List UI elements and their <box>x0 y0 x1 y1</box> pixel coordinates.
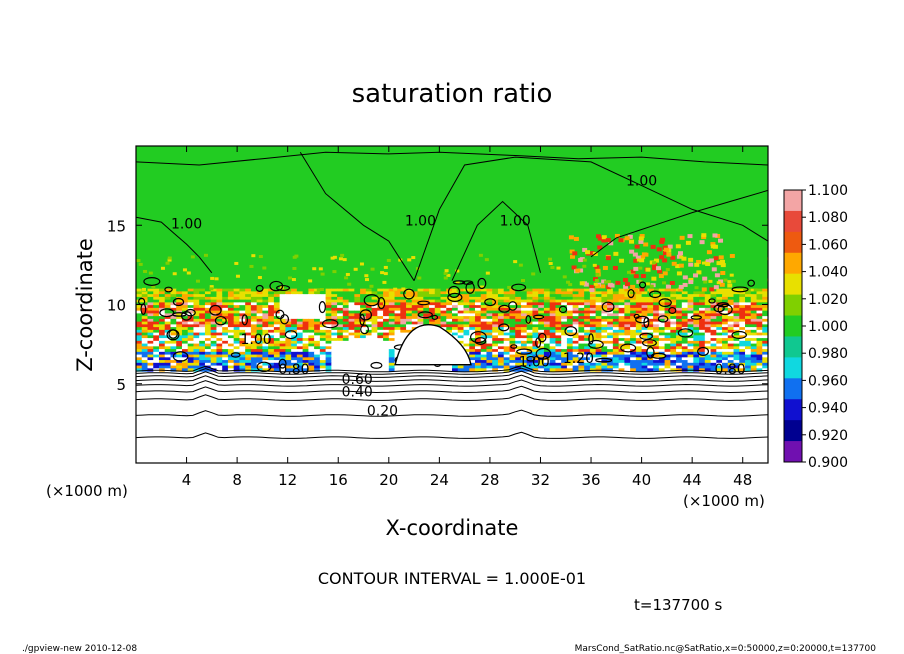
colorbar-label: 1.040 <box>808 265 848 281</box>
contour-labels: 0.20 0.400.60 0.80 0.80 1.00 1.00 1.20 1.00 1.00… <box>171 174 746 420</box>
y-tick-label: 10 <box>107 297 126 315</box>
x-tick-label: 16 <box>329 471 348 489</box>
x-tick-label: 8 <box>232 471 242 489</box>
colorbar-swatch <box>784 336 802 358</box>
colorbar-label: 1.000 <box>808 319 848 335</box>
x-tick-label: 40 <box>632 471 651 489</box>
colorbar-swatch <box>784 357 802 379</box>
y-axis: 5 10 15 <box>107 217 768 394</box>
contour-label: 1.20 <box>563 351 594 367</box>
contour-label: 1.00 <box>171 216 202 232</box>
colorbar-label: 0.980 <box>808 346 848 362</box>
x-axis: 4 8 12 16 20 24 28 32 36 40 44 48 <box>182 146 752 489</box>
colorbar-swatch <box>784 190 802 212</box>
colorbar-swatch <box>784 441 802 463</box>
colorbar-swatch <box>784 273 802 296</box>
contour-label: 0.40 <box>342 384 373 400</box>
contour-label: 0.80 <box>714 362 745 378</box>
colorbar-swatch <box>784 294 802 317</box>
x-tick-label: 12 <box>278 471 297 489</box>
contour-label: 1.00 <box>405 213 436 229</box>
colorbar-swatch <box>784 210 802 233</box>
colorbar-label: 0.940 <box>808 401 848 417</box>
contour-label: 0.60 <box>342 372 373 388</box>
colorbar-label: 0.900 <box>808 455 848 471</box>
contour-interval-text: CONTOUR INTERVAL = 1.000E-01 <box>318 569 586 588</box>
colorbar-label: 1.100 <box>808 183 848 199</box>
chart-title: saturation ratio <box>352 79 553 109</box>
colorbar-swatch <box>784 420 802 442</box>
x-axis-label: X-coordinate <box>386 516 519 540</box>
x-tick-label: 36 <box>581 471 600 489</box>
contour-label: 1.00 <box>500 213 531 229</box>
y-axis-label: Z-coordinate <box>73 238 97 372</box>
x-tick-label: 28 <box>480 471 499 489</box>
x-tick-label: 4 <box>182 471 192 489</box>
y-tick-label: 15 <box>107 217 126 235</box>
y-tick-label: 5 <box>116 376 126 394</box>
x-tick-label: 48 <box>733 471 752 489</box>
colorbar-label: 0.960 <box>808 373 848 389</box>
colorbar-swatch <box>784 399 802 421</box>
colorbar-swatch <box>784 231 802 254</box>
x-tick-label: 24 <box>430 471 449 489</box>
colorbar-swatch <box>784 378 802 400</box>
colorbar-label: 1.060 <box>808 237 848 253</box>
x-tick-label: 44 <box>683 471 702 489</box>
x-unit-right: (×1000 m) <box>683 492 765 510</box>
contour-label: 0.80 <box>278 362 309 378</box>
colorbar-label: 1.020 <box>808 292 848 308</box>
contour-label: 1.00 <box>240 332 271 348</box>
footer-left: ./gpview-new 2010-12-08 <box>22 644 137 654</box>
x-tick-label: 20 <box>379 471 398 489</box>
colorbar-label: 1.080 <box>808 210 848 226</box>
contour-lines <box>136 151 768 439</box>
contour-label: 1.00 <box>626 174 657 190</box>
contour-label: 1.00 <box>519 354 550 370</box>
time-label: t=137700 s <box>634 596 722 614</box>
colorbar-swatch <box>784 315 802 337</box>
contour-label: 0.20 <box>367 403 398 419</box>
colorbar-label: 0.920 <box>808 428 848 444</box>
saturation-field <box>136 146 768 463</box>
x-tick-label: 32 <box>531 471 550 489</box>
footer-right: MarsCond_SatRatio.nc@SatRatio,x=0:50000,… <box>575 644 877 654</box>
colorbar-swatch <box>784 252 802 275</box>
colorbar: 1.100 1.080 1.060 1.040 1.020 1.000 0.980 0.960… <box>783 183 848 471</box>
x-unit-left: (×1000 m) <box>46 482 128 500</box>
